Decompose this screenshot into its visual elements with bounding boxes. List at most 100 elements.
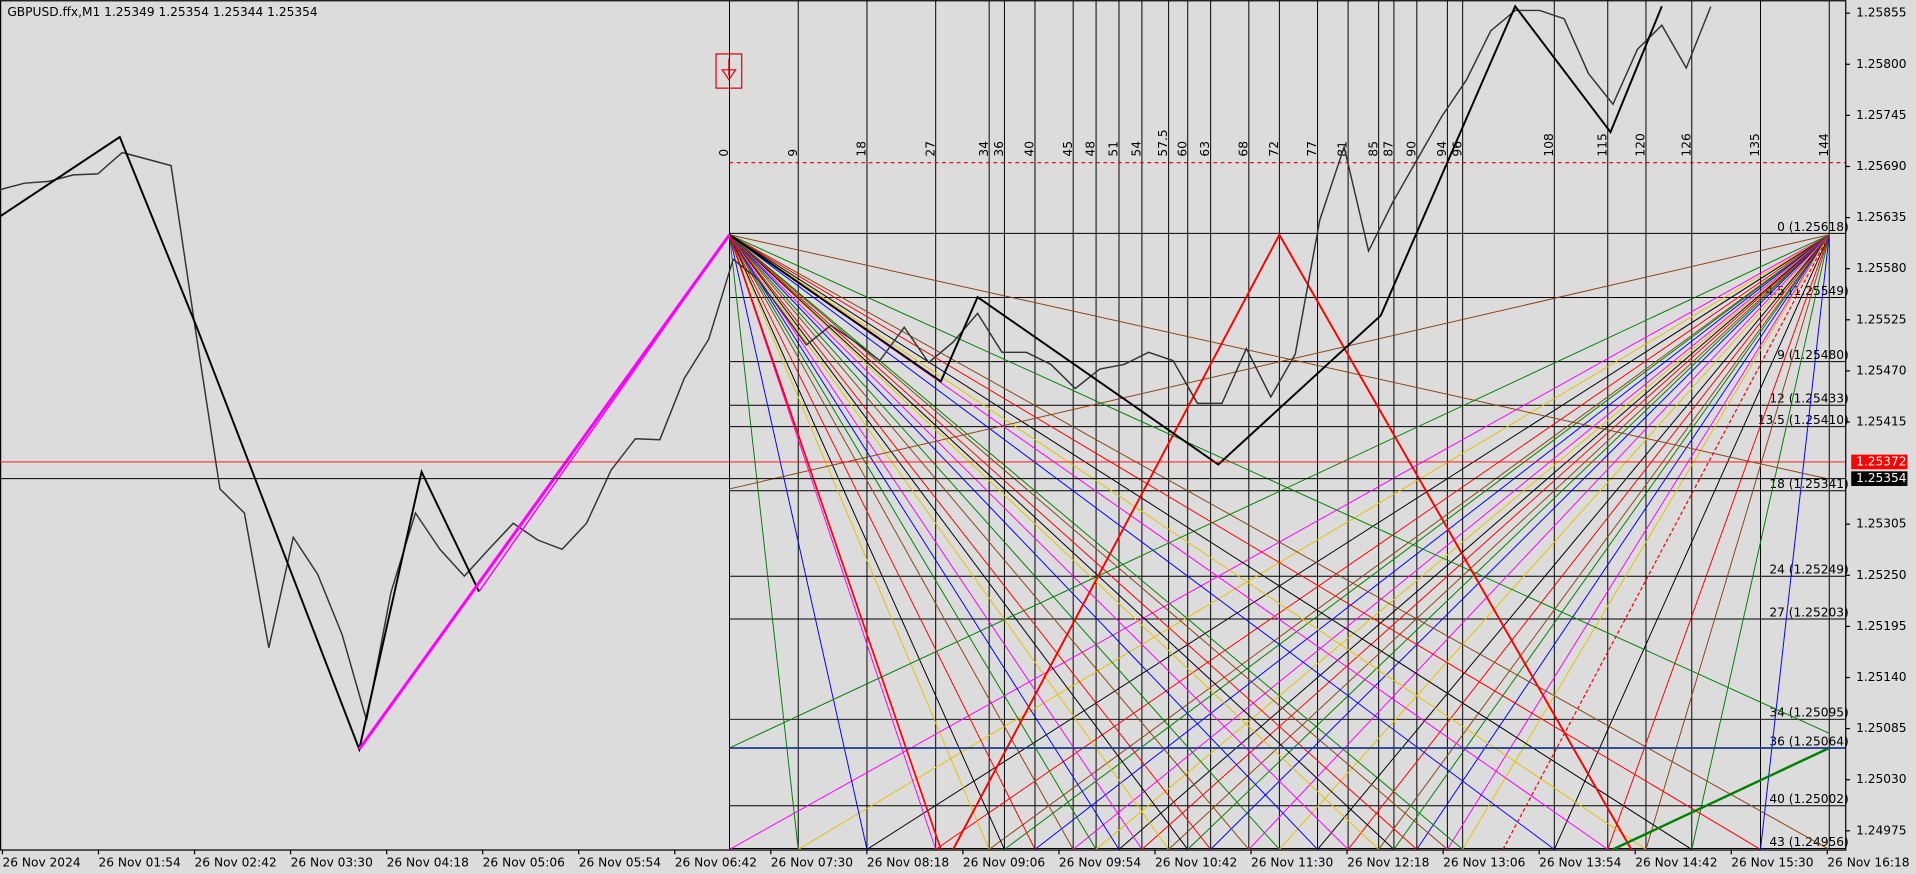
y-tick-label: 1.25195 [1856, 619, 1906, 633]
fan-line [1210, 234, 1830, 850]
fan-line [729, 234, 1212, 850]
fan-line [1004, 234, 1830, 850]
x-tick-label: 26 Nov 10:42 [1155, 855, 1237, 869]
fan-line [729, 234, 1830, 850]
fan-line [1279, 234, 1830, 850]
fan-line [1393, 234, 1830, 850]
fan-line [729, 234, 1830, 480]
gann-level-label: 43 (1.24956) [1769, 835, 1848, 849]
fan-line [935, 234, 1830, 850]
green-trend [1612, 746, 1830, 851]
gann-level-label: 0 (1.25618) [1777, 220, 1849, 234]
x-tick-label: 26 Nov 06:42 [675, 855, 757, 869]
gann-level-label: 27 (1.25203) [1769, 605, 1848, 619]
fan-line [729, 234, 1555, 850]
fan-line [1462, 234, 1830, 850]
y-tick-label: 1.25855 [1856, 6, 1906, 20]
y-tick-label: 1.25250 [1856, 568, 1906, 582]
fan-line [729, 234, 1097, 850]
gann-time-label: 63 [1198, 141, 1212, 157]
gann-time-label: 40 [1023, 141, 1037, 157]
fan-line [1691, 234, 1830, 850]
gann-time-label: 77 [1305, 141, 1319, 157]
x-tick-label: 26 Nov 01:54 [98, 855, 181, 869]
x-tick-label: 26 Nov 09:54 [1059, 855, 1142, 869]
price-label-box [1851, 471, 1908, 487]
x-tick-label: 26 Nov 03:30 [291, 855, 373, 869]
gann-time-label: 60 [1175, 141, 1189, 157]
gann-time-label: 68 [1236, 141, 1250, 157]
fan-line [729, 234, 1830, 490]
gann-time-label: 54 [1130, 141, 1144, 157]
gann-level-label: 9 (1.25480) [1777, 348, 1849, 362]
fan-line [729, 234, 1830, 734]
y-tick-label: 1.25030 [1856, 772, 1906, 786]
gann-level-label: 4.5 (1.25549) [1766, 284, 1849, 298]
gann-time-label: 27 [923, 141, 937, 157]
fan-line [729, 234, 1463, 850]
gann-time-label: 85 [1366, 141, 1380, 157]
fan-line [729, 234, 1005, 850]
gann-time-label: 94 [1435, 141, 1449, 157]
fan-line [729, 234, 1318, 850]
gann-time-label: 115 [1595, 133, 1609, 156]
fan-line [729, 234, 1280, 850]
fan-line [1187, 234, 1830, 850]
x-tick-label: 26 Nov 16:18 [1827, 855, 1909, 869]
gann-level-label: 18 (1.25341) [1769, 477, 1848, 491]
gann-time-label: 18 [855, 141, 869, 157]
x-tick-label: 26 Nov 12:18 [1347, 855, 1429, 869]
gann-time-label: 51 [1107, 141, 1121, 157]
gann-time-label: 48 [1084, 141, 1098, 157]
fan-line [1317, 234, 1830, 850]
fan-line [1446, 234, 1830, 850]
y-tick-label: 1.25635 [1856, 210, 1906, 224]
gann-time-label: 0 [717, 149, 731, 157]
y-tick-label: 1.25415 [1856, 414, 1906, 428]
fan-line [1072, 234, 1830, 850]
fan-line [729, 234, 1395, 850]
x-tick-label: 26 Nov 09:06 [963, 855, 1045, 869]
gann-time-label: 108 [1542, 133, 1556, 156]
fan-line [729, 234, 1830, 749]
gann-time-label: 45 [1061, 141, 1075, 157]
fan-line [729, 234, 990, 850]
fan-line [866, 234, 1830, 850]
gann-time-label: 72 [1267, 141, 1281, 157]
x-tick-label: 26 Nov 02:42 [195, 855, 277, 869]
fan-line [729, 234, 1761, 850]
red-fan [728, 234, 942, 850]
fan-line [729, 234, 1693, 850]
fan-line [1141, 234, 1830, 850]
x-tick-label: 26 Nov 05:06 [483, 855, 565, 869]
red-triangle [952, 232, 1633, 850]
fan-line [1347, 234, 1830, 850]
fan-line [988, 234, 1830, 850]
plot-frame [0, 0, 1847, 851]
x-tick-label: 26 Nov 13:06 [1443, 855, 1525, 869]
gann-time-label: 135 [1748, 133, 1762, 156]
fan-line [1248, 234, 1830, 850]
gann-time-label: 81 [1336, 141, 1350, 157]
fan-line [1378, 234, 1830, 850]
price-label: 1.25372 [1856, 454, 1906, 468]
fan-line [729, 234, 1349, 850]
y-tick-label: 1.25580 [1856, 261, 1906, 275]
y-tick-label: 1.25470 [1856, 363, 1906, 377]
fan-line [729, 234, 1170, 850]
gann-level-label: 12 (1.25433) [1769, 392, 1848, 406]
x-tick-label: 26 Nov 14:42 [1635, 855, 1717, 869]
x-tick-label: 26 Nov 08:18 [867, 855, 949, 869]
fan-line [1607, 234, 1830, 850]
chart-title: GBPUSD.ffx,M1 1.25349 1.25354 1.25344 1.… [7, 5, 318, 19]
price-label: 1.25354 [1856, 471, 1907, 485]
x-tick-label: 26 Nov 07:30 [771, 855, 853, 869]
y-tick-label: 1.25140 [1856, 670, 1906, 684]
gann-time-label: 87 [1382, 141, 1396, 157]
gann-time-label: 9 [786, 149, 800, 157]
fan-line [729, 234, 1189, 850]
